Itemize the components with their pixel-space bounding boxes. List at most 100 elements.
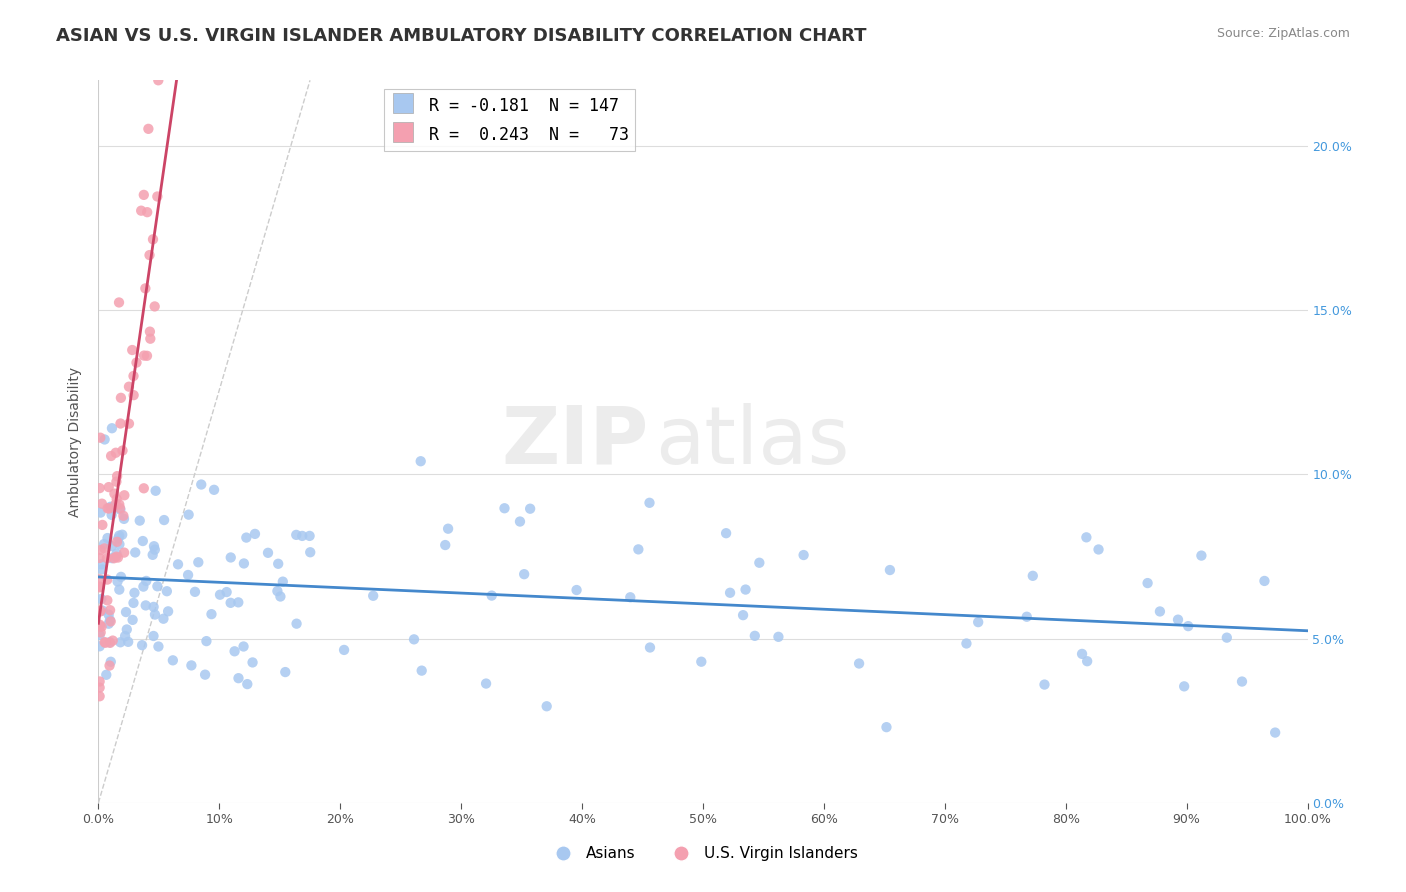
Point xyxy=(291,529,314,543)
Point xyxy=(98,603,121,617)
Point xyxy=(100,500,122,515)
Point xyxy=(267,557,290,571)
Point xyxy=(271,574,294,589)
Point xyxy=(157,604,180,618)
Point xyxy=(638,640,661,655)
Point xyxy=(138,248,160,262)
Point xyxy=(536,699,558,714)
Point xyxy=(89,431,111,445)
Point xyxy=(122,369,145,384)
Point xyxy=(128,514,150,528)
Point xyxy=(638,496,661,510)
Point xyxy=(194,667,217,681)
Point xyxy=(1264,725,1286,739)
Point xyxy=(107,550,129,565)
Point xyxy=(1177,619,1199,633)
Legend: Asians, U.S. Virgin Islanders: Asians, U.S. Virgin Islanders xyxy=(541,840,865,867)
Point xyxy=(138,121,160,136)
Point xyxy=(104,497,127,511)
Point xyxy=(143,539,166,553)
Point xyxy=(243,527,266,541)
Point xyxy=(112,512,135,526)
Point xyxy=(200,607,222,622)
Point xyxy=(875,720,897,734)
Point xyxy=(232,640,254,654)
Point xyxy=(232,557,254,571)
Point xyxy=(565,582,588,597)
Point xyxy=(148,640,170,654)
Point xyxy=(274,665,297,679)
Point xyxy=(121,343,143,357)
Point xyxy=(143,542,166,557)
Point xyxy=(124,545,146,559)
Point xyxy=(114,629,136,643)
Point xyxy=(90,620,112,634)
Point xyxy=(714,526,737,541)
Point xyxy=(967,615,990,629)
Point xyxy=(177,508,200,522)
Point xyxy=(89,580,111,594)
Point xyxy=(718,586,741,600)
Point xyxy=(89,580,111,594)
Point xyxy=(89,619,111,633)
Point xyxy=(848,657,870,671)
Point xyxy=(115,623,138,637)
Point xyxy=(110,635,132,649)
Point xyxy=(475,676,498,690)
Point xyxy=(793,548,815,562)
Point xyxy=(228,671,250,685)
Point xyxy=(619,591,641,605)
Point xyxy=(177,568,200,582)
Point xyxy=(142,629,165,643)
Point xyxy=(513,567,536,582)
Point xyxy=(89,640,111,654)
Point xyxy=(1015,609,1038,624)
Point xyxy=(1173,679,1195,693)
Point xyxy=(1149,604,1171,618)
Point xyxy=(285,616,308,631)
Point xyxy=(409,454,432,468)
Point xyxy=(118,417,141,431)
Point xyxy=(98,658,121,673)
Point xyxy=(103,486,125,500)
Point xyxy=(89,572,111,586)
Point xyxy=(132,580,155,594)
Point xyxy=(156,584,179,599)
Point xyxy=(153,513,176,527)
Point xyxy=(226,595,249,609)
Point xyxy=(136,349,159,363)
Point xyxy=(124,586,146,600)
Point xyxy=(142,232,165,246)
Point xyxy=(105,469,128,483)
Point xyxy=(101,551,124,566)
Point xyxy=(437,522,460,536)
Point xyxy=(112,546,135,560)
Point xyxy=(105,547,128,561)
Point xyxy=(1189,549,1212,563)
Point xyxy=(93,537,115,551)
Point xyxy=(139,325,162,339)
Point xyxy=(101,539,124,553)
Point xyxy=(955,636,977,650)
Point xyxy=(1033,677,1056,691)
Point xyxy=(90,591,112,606)
Point xyxy=(235,531,257,545)
Point xyxy=(143,300,166,314)
Point xyxy=(402,632,425,647)
Point xyxy=(100,449,122,463)
Point xyxy=(112,508,135,523)
Point xyxy=(299,545,322,559)
Point xyxy=(1076,530,1098,544)
Point xyxy=(90,506,112,520)
Point xyxy=(89,674,111,689)
Point xyxy=(101,633,124,648)
Point xyxy=(184,585,207,599)
Point xyxy=(215,585,238,599)
Point xyxy=(97,607,120,622)
Text: Source: ZipAtlas.com: Source: ZipAtlas.com xyxy=(1216,27,1350,40)
Point xyxy=(93,541,115,556)
Point xyxy=(98,636,121,650)
Point xyxy=(96,667,118,681)
Point xyxy=(1167,613,1189,627)
Point xyxy=(90,625,112,640)
